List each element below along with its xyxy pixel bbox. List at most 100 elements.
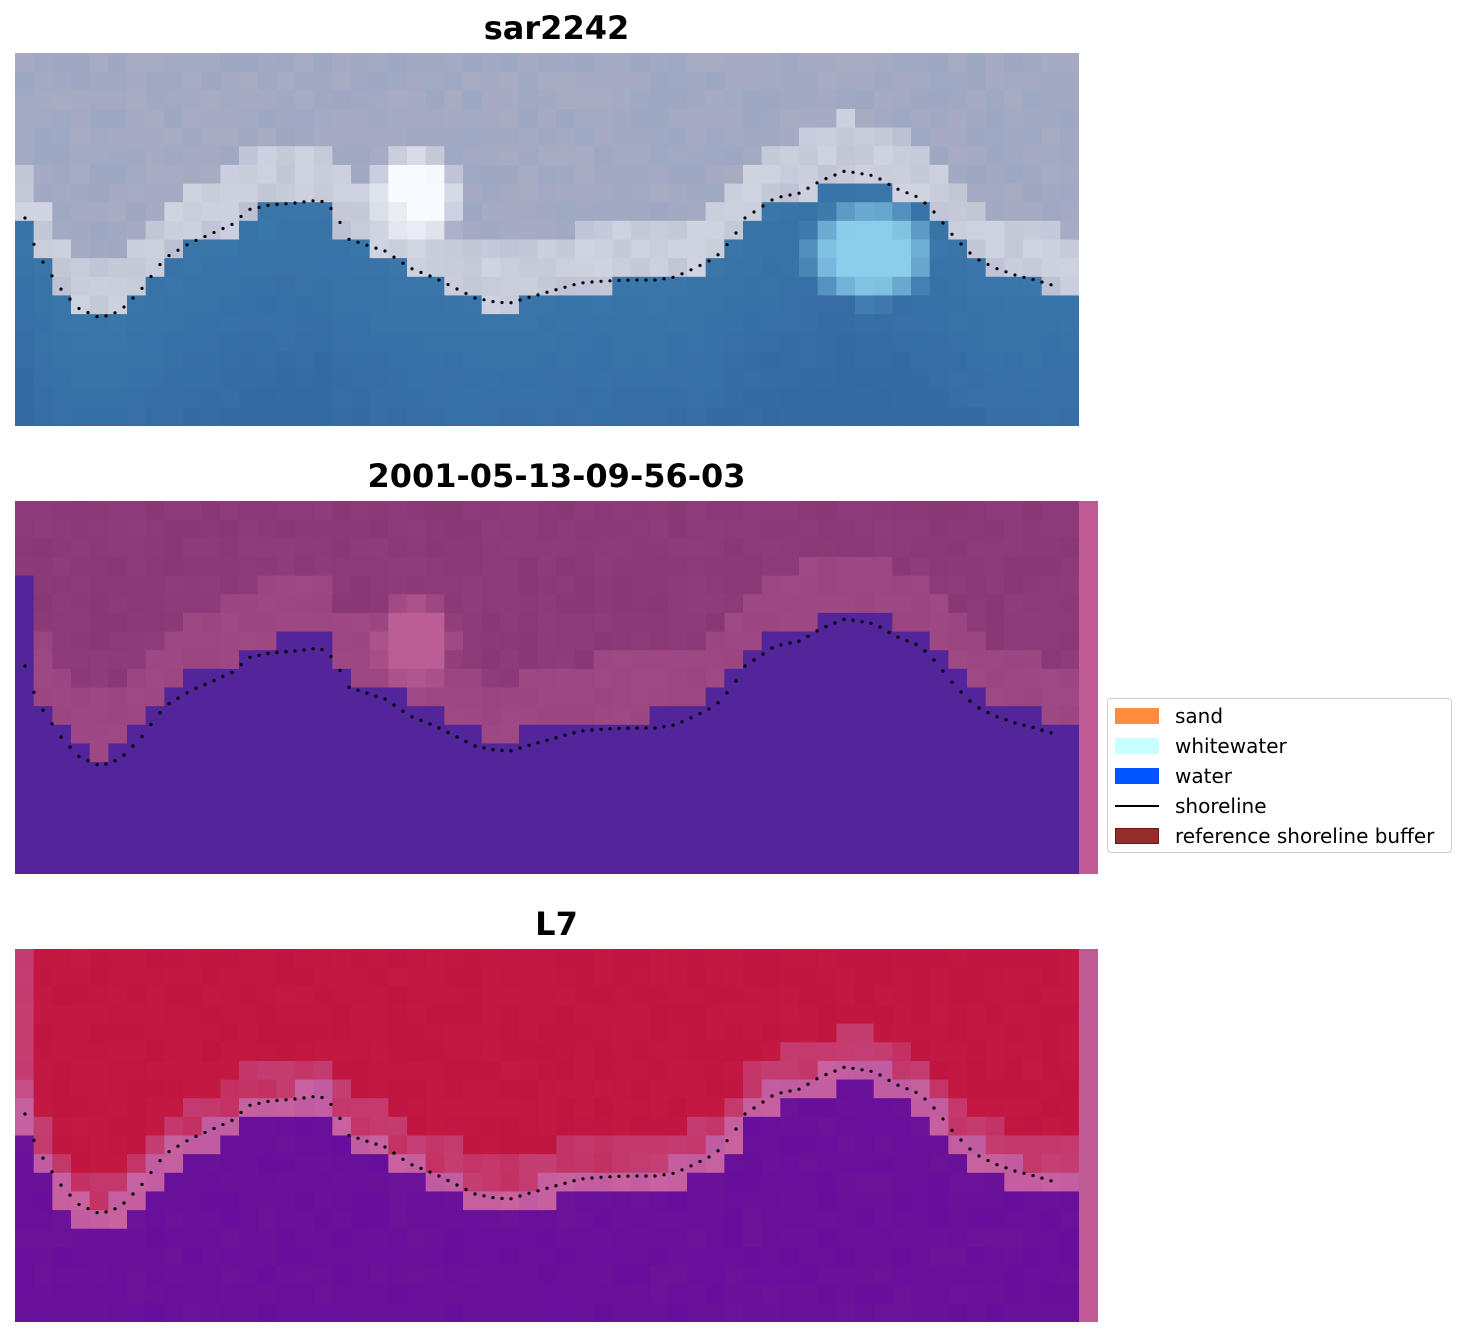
raster-pixel [705,183,725,203]
raster-pixel [1041,1004,1061,1025]
raster-pixel [332,127,352,147]
raster-pixel [929,1210,949,1230]
raster-pixel [295,612,315,633]
raster-pixel [649,71,669,91]
raster-pixel [33,127,53,147]
shoreline-point [806,634,810,638]
raster-pixel [444,53,464,73]
raster-pixel [519,706,539,726]
raster-pixel [313,1284,333,1304]
raster-pixel [332,706,352,726]
raster-pixel [108,1228,128,1248]
raster-pixel [257,71,277,91]
raster-pixel [855,538,875,558]
raster-pixel [836,1135,856,1155]
raster-pixel [668,351,688,371]
raster-pixel [724,1191,744,1211]
raster-pixel [761,351,781,371]
raster-pixel [257,183,277,203]
raster-pixel [649,818,669,838]
raster-pixel [500,351,520,371]
raster-pixel [89,202,109,222]
raster-pixel [967,1098,987,1118]
raster-pixel [257,724,277,745]
shoreline-point [338,1116,342,1120]
raster-pixel [15,53,35,73]
raster-pixel [369,799,389,819]
shoreline-point [23,1112,27,1116]
raster-pixel [1004,108,1024,129]
shoreline-point [212,230,216,235]
raster-pixel [948,1116,968,1137]
raster-pixel [948,71,968,91]
raster-pixel [369,575,389,595]
raster-pixel [855,90,875,110]
raster-pixel [71,1135,91,1155]
raster-pixel [15,1004,35,1025]
raster-pixel [388,1247,408,1267]
raster-pixel [799,1284,819,1304]
shoreline-point [662,725,666,729]
raster-pixel [985,818,1005,838]
raster-pixel [761,1135,781,1155]
raster-pixel [817,108,837,129]
raster-pixel [33,836,53,856]
raster-pixel [519,314,539,334]
shoreline-point [905,1087,909,1091]
raster-pixel [145,351,165,371]
shoreline-point [590,728,594,732]
raster-pixel [948,332,968,352]
raster-pixel [425,631,445,651]
shoreline-point [869,173,873,177]
raster-pixel [687,519,707,539]
raster-pixel [948,295,968,315]
shoreline-point [185,691,189,695]
raster-pixel [239,220,259,241]
shoreline-point [608,279,612,283]
raster-pixel [1023,1228,1043,1248]
raster-pixel [836,1303,856,1322]
raster-pixel [761,1210,781,1230]
raster-pixel [369,594,389,614]
raster-pixel [705,146,725,166]
raster-pixel [593,780,613,800]
raster-pixel [108,986,128,1006]
raster-pixel [369,276,389,297]
raster-pixel [929,1098,949,1118]
shoreline-point [176,696,180,700]
raster-pixel [220,631,240,651]
raster-pixel [257,706,277,726]
raster-pixel [855,276,875,297]
raster-pixel [127,127,147,147]
shoreline-point [1013,273,1017,277]
raster-pixel [836,1172,856,1193]
raster-pixel [873,407,893,426]
raster-pixel [743,1210,763,1230]
raster-pixel [183,668,203,689]
raster-pixel [817,706,837,726]
raster-pixel [388,724,408,745]
raster-pixel [164,706,184,726]
raster-pixel [313,53,333,73]
raster-pixel [89,314,109,334]
raster-pixel [239,706,259,726]
raster-pixel [183,594,203,614]
raster-pixel [183,276,203,297]
raster-pixel [668,836,688,856]
raster-pixel [239,202,259,222]
raster-pixel [295,1228,315,1248]
raster-pixel [855,295,875,315]
raster-pixel [295,538,315,558]
raster-pixel [52,1284,72,1304]
raster-pixel [817,743,837,763]
raster-pixel [313,631,333,651]
raster-pixel [500,836,520,856]
raster-pixel [537,1135,557,1155]
raster-pixel [33,780,53,800]
raster-pixel [967,1247,987,1267]
raster-pixel [220,1023,240,1043]
raster-pixel [575,1266,595,1286]
raster-pixel [276,1210,296,1230]
raster-pixel [780,836,800,856]
raster-pixel [351,164,371,185]
